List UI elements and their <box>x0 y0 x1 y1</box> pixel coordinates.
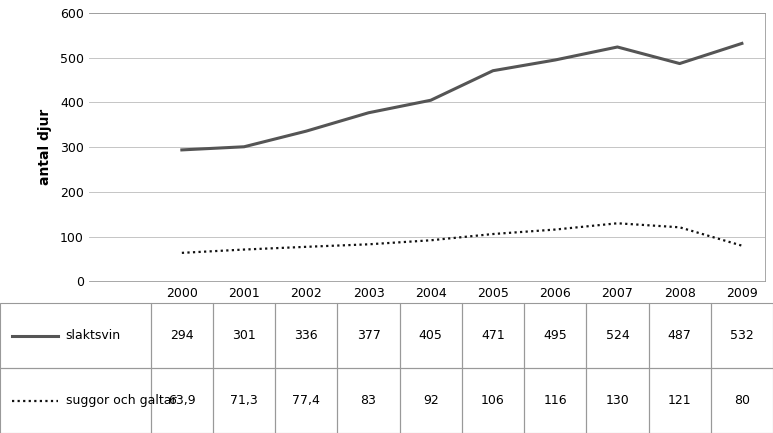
Text: suggor och galtar: suggor och galtar <box>66 394 176 407</box>
Bar <box>711 368 773 433</box>
Text: 301: 301 <box>232 329 256 342</box>
Bar <box>711 303 773 368</box>
Text: 83: 83 <box>360 394 376 407</box>
Text: 121: 121 <box>668 394 692 407</box>
Bar <box>0 368 151 433</box>
Text: 116: 116 <box>543 394 567 407</box>
Bar <box>649 368 711 433</box>
Bar <box>586 303 649 368</box>
Text: 92: 92 <box>423 394 438 407</box>
Bar <box>462 368 524 433</box>
Text: 294: 294 <box>170 329 194 342</box>
Bar <box>649 303 711 368</box>
Bar <box>213 368 275 433</box>
Bar <box>524 368 586 433</box>
Bar <box>275 303 337 368</box>
Text: 495: 495 <box>543 329 567 342</box>
Text: 130: 130 <box>605 394 629 407</box>
Bar <box>337 303 400 368</box>
Text: 532: 532 <box>730 329 754 342</box>
Bar <box>524 303 586 368</box>
Text: 77,4: 77,4 <box>292 394 320 407</box>
Bar <box>462 303 524 368</box>
Text: 71,3: 71,3 <box>230 394 258 407</box>
Text: 524: 524 <box>605 329 629 342</box>
Bar <box>151 303 213 368</box>
Text: 80: 80 <box>734 394 750 407</box>
Bar <box>400 368 462 433</box>
Text: 336: 336 <box>295 329 318 342</box>
Text: 106: 106 <box>481 394 505 407</box>
Bar <box>275 368 337 433</box>
Text: 405: 405 <box>419 329 443 342</box>
Bar <box>213 303 275 368</box>
Bar <box>400 303 462 368</box>
Text: 377: 377 <box>356 329 380 342</box>
Text: 63,9: 63,9 <box>168 394 196 407</box>
Bar <box>586 368 649 433</box>
Bar <box>151 368 213 433</box>
Bar <box>0 303 151 368</box>
Text: 487: 487 <box>668 329 692 342</box>
Bar <box>337 368 400 433</box>
Y-axis label: antal djur: antal djur <box>38 109 52 185</box>
Text: slaktsvin: slaktsvin <box>66 329 121 342</box>
Text: 471: 471 <box>481 329 505 342</box>
